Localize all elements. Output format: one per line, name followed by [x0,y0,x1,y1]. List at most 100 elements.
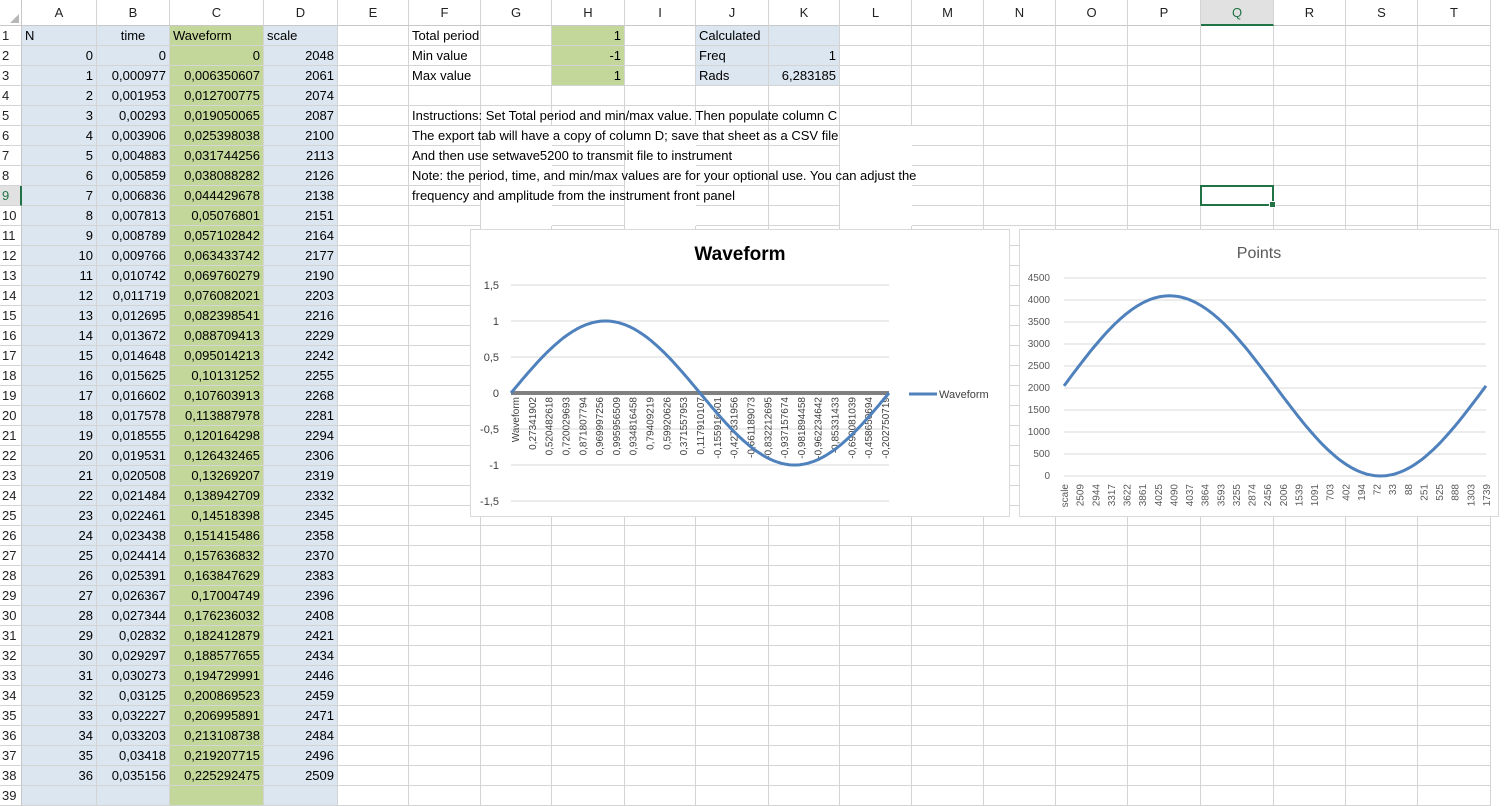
max-value-value[interactable]: 1 [552,66,625,86]
cell-n[interactable]: 18 [22,406,97,426]
cell-n4[interactable] [984,86,1056,106]
cell-n[interactable]: 17 [22,386,97,406]
cell-s1[interactable] [1346,26,1418,46]
cell-k6[interactable] [769,126,840,146]
cell-s33[interactable] [1346,666,1418,686]
cell-time[interactable]: 0,005859 [97,166,170,186]
cell-n[interactable]: 24 [22,526,97,546]
row-header-30[interactable]: 30 [0,606,22,626]
cell-h28[interactable] [552,566,625,586]
freq-value[interactable]: 1 [769,46,840,66]
column-header-b[interactable]: B [97,0,170,26]
cell-n32[interactable] [984,646,1056,666]
cell-time[interactable]: 0,018555 [97,426,170,446]
cell-h27[interactable] [552,546,625,566]
cell-l34[interactable] [840,686,912,706]
cell-n[interactable]: 34 [22,726,97,746]
cell-m5[interactable] [912,106,984,126]
header-n[interactable]: N [22,26,97,46]
cell-f33[interactable] [409,666,481,686]
cell-m30[interactable] [912,606,984,626]
cell-g39[interactable] [481,786,552,806]
cell-g36[interactable] [481,726,552,746]
cell-j28[interactable] [696,566,769,586]
cell-scale[interactable]: 2216 [264,306,338,326]
cell-i26[interactable] [625,526,696,546]
cell-time[interactable]: 0,004883 [97,146,170,166]
cell-scale[interactable]: 2048 [264,46,338,66]
cell-scale[interactable]: 2459 [264,686,338,706]
cell-h5[interactable] [552,106,625,126]
cell-e15[interactable] [338,306,409,326]
cell-e36[interactable] [338,726,409,746]
column-header-d[interactable]: D [264,0,338,26]
cell-o10[interactable] [1056,206,1128,226]
cell-t31[interactable] [1418,626,1491,646]
cell-l38[interactable] [840,766,912,786]
cell-r39[interactable] [1274,786,1346,806]
cell-l1[interactable] [840,26,912,46]
cell-e17[interactable] [338,346,409,366]
cell-n[interactable]: 7 [22,186,97,206]
max-value-label[interactable]: Max value [409,66,481,86]
cell-o3[interactable] [1056,66,1128,86]
cell-p27[interactable] [1128,546,1201,566]
cell-k39[interactable] [769,786,840,806]
cell-s38[interactable] [1346,766,1418,786]
cell-p36[interactable] [1128,726,1201,746]
cell-g32[interactable] [481,646,552,666]
column-header-k[interactable]: K [769,0,840,26]
cell-e5[interactable] [338,106,409,126]
column-header-s[interactable]: S [1346,0,1418,26]
cell-e9[interactable] [338,186,409,206]
cell-h29[interactable] [552,586,625,606]
cell-i38[interactable] [625,766,696,786]
cell-scale[interactable]: 2496 [264,746,338,766]
row-header-33[interactable]: 33 [0,666,22,686]
cell-time[interactable]: 0,032227 [97,706,170,726]
header-waveform[interactable]: Waveform [170,26,264,46]
cell-e12[interactable] [338,246,409,266]
row-header-18[interactable]: 18 [0,366,22,386]
cell-g1[interactable] [481,26,552,46]
row-header-26[interactable]: 26 [0,526,22,546]
cell-scale[interactable]: 2383 [264,566,338,586]
cell-time[interactable]: 0,03418 [97,746,170,766]
cell-g35[interactable] [481,706,552,726]
cell-s34[interactable] [1346,686,1418,706]
cell-h38[interactable] [552,766,625,786]
cell-time[interactable]: 0,000977 [97,66,170,86]
cell-q37[interactable] [1201,746,1274,766]
cell-k38[interactable] [769,766,840,786]
column-header-q[interactable]: Q [1201,0,1274,26]
cell-scale[interactable]: 2087 [264,106,338,126]
cell-r5[interactable] [1274,106,1346,126]
cell-e39[interactable] [338,786,409,806]
header-scale[interactable]: scale [264,26,338,46]
cell-r28[interactable] [1274,566,1346,586]
cell-waveform[interactable]: 0,088709413 [170,326,264,346]
cell-n[interactable]: 35 [22,746,97,766]
total-period-label[interactable]: Total period [409,26,481,46]
cell-n[interactable]: 3 [22,106,97,126]
cell-time[interactable]: 0,030273 [97,666,170,686]
cell-n33[interactable] [984,666,1056,686]
cell-n10[interactable] [984,206,1056,226]
cell-j10[interactable] [696,206,769,226]
cell-time[interactable]: 0,011719 [97,286,170,306]
cell-n[interactable]: 10 [22,246,97,266]
cell-k33[interactable] [769,666,840,686]
cell-n[interactable]: 20 [22,446,97,466]
cell-h26[interactable] [552,526,625,546]
cell-waveform[interactable]: 0,151415486 [170,526,264,546]
column-header-l[interactable]: L [840,0,912,26]
cell-r10[interactable] [1274,206,1346,226]
cell-r32[interactable] [1274,646,1346,666]
cell-time[interactable]: 0,001953 [97,86,170,106]
cell-q4[interactable] [1201,86,1274,106]
cell-n6[interactable] [984,126,1056,146]
cell-j34[interactable] [696,686,769,706]
cell-q26[interactable] [1201,526,1274,546]
waveform-chart[interactable]: Waveform 1,5 1 0,5 0 -0,5 -1 -1,5 Waveform 0,2734… [470,229,1010,517]
cell-e31[interactable] [338,626,409,646]
